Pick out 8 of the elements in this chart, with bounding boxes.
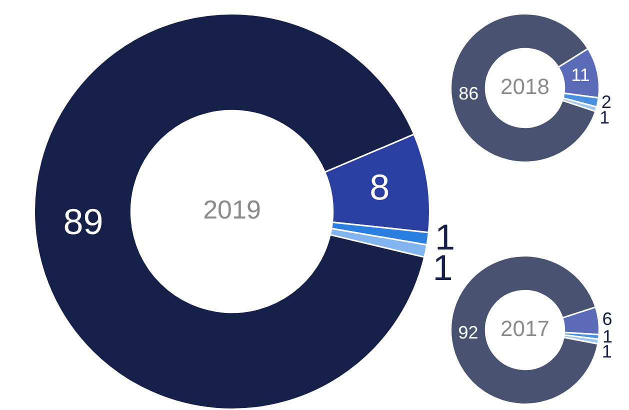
- data-label: 89: [63, 200, 104, 242]
- data-label: 86: [458, 84, 479, 104]
- data-label: 8: [370, 166, 390, 208]
- data-label: 92: [458, 322, 478, 343]
- data-label: 11: [571, 64, 590, 85]
- text: 2019: [203, 194, 261, 225]
- text: 2018: [500, 74, 550, 100]
- text: 2017: [500, 316, 550, 342]
